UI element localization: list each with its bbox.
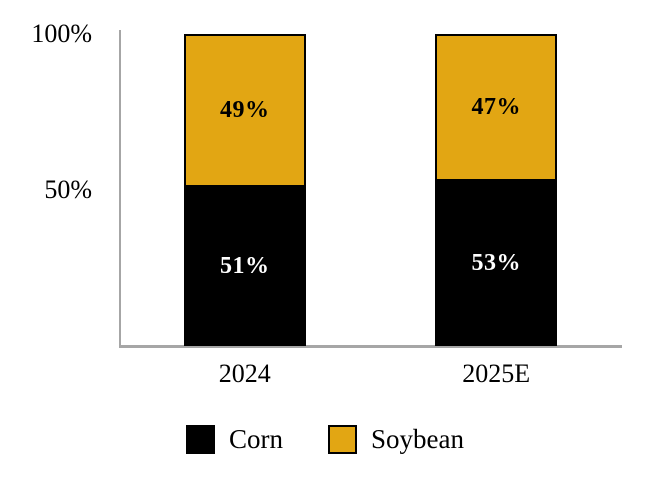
legend-swatch-soybean <box>328 424 357 454</box>
bar-segment-soybean-2025e: 47% <box>435 34 558 181</box>
bar-2024: 49% 51% <box>183 34 306 346</box>
x-axis-line <box>119 345 622 348</box>
legend: Corn Soybean <box>0 424 650 454</box>
legend-label: Corn <box>229 424 283 454</box>
legend-item-soybean: Soybean <box>328 424 464 454</box>
x-axis-tick-label: 2025E <box>462 359 531 388</box>
data-label: 51% <box>220 252 270 279</box>
data-label: 53% <box>471 249 521 276</box>
legend-label: Soybean <box>371 424 464 454</box>
bar-segment-soybean-2024: 49% <box>183 34 306 187</box>
legend-item-corn: Corn <box>186 424 283 454</box>
bar-2025e: 47% 53% <box>435 34 558 346</box>
bar-segment-corn-2024: 51% <box>183 186 306 346</box>
y-axis-line <box>119 30 121 347</box>
x-axis-tick-label: 2024 <box>218 359 271 388</box>
legend-swatch-corn <box>186 424 215 454</box>
y-axis-tick-label: 50% <box>44 175 92 204</box>
x-axis-tick-labels: 2024 2025E <box>119 358 622 390</box>
data-label: 49% <box>220 96 270 123</box>
plot-area: 49% 51% 47% 53% <box>119 34 622 346</box>
y-axis-tick-label: 100% <box>31 19 92 48</box>
bar-segment-corn-2025e: 53% <box>435 180 558 346</box>
data-label: 47% <box>471 93 521 120</box>
